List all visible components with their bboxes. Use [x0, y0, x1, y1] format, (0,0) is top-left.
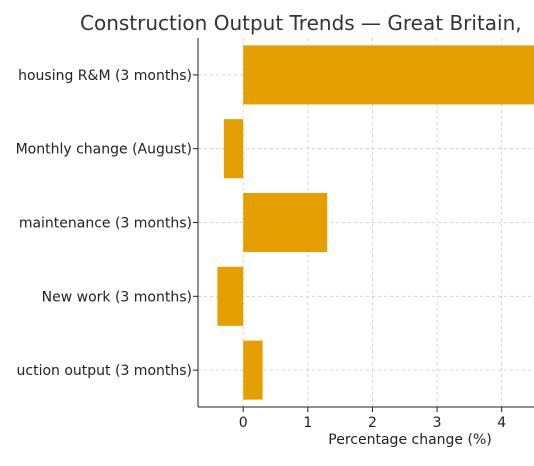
bars — [217, 45, 534, 400]
chart-title: Construction Output Trends — Great Brita… — [80, 11, 522, 35]
y-tick-label: New work (3 months) — [42, 289, 192, 305]
x-ticks: 0 1 2 3 4 — [239, 407, 506, 431]
y-tick-label: uction output (3 months) — [17, 363, 192, 379]
x-tick-label: 1 — [303, 415, 312, 431]
x-tick-label: 2 — [368, 415, 377, 431]
y-tick-label: maintenance (3 months) — [19, 216, 192, 232]
x-tick-label: 3 — [433, 415, 442, 431]
bar — [243, 45, 534, 105]
x-axis-label: Percentage change (%) — [328, 432, 491, 448]
bar — [243, 192, 328, 253]
bar — [223, 119, 244, 179]
y-tick-label: housing R&M (3 months) — [18, 68, 192, 84]
x-tick-label: 4 — [497, 415, 506, 431]
bar — [217, 266, 244, 326]
y-tick-label: Monthly change (August) — [16, 142, 192, 158]
bar — [243, 340, 263, 400]
x-tick-label: 0 — [239, 415, 248, 431]
y-ticks: housing R&M (3 months) Monthly change (Au… — [16, 68, 198, 379]
